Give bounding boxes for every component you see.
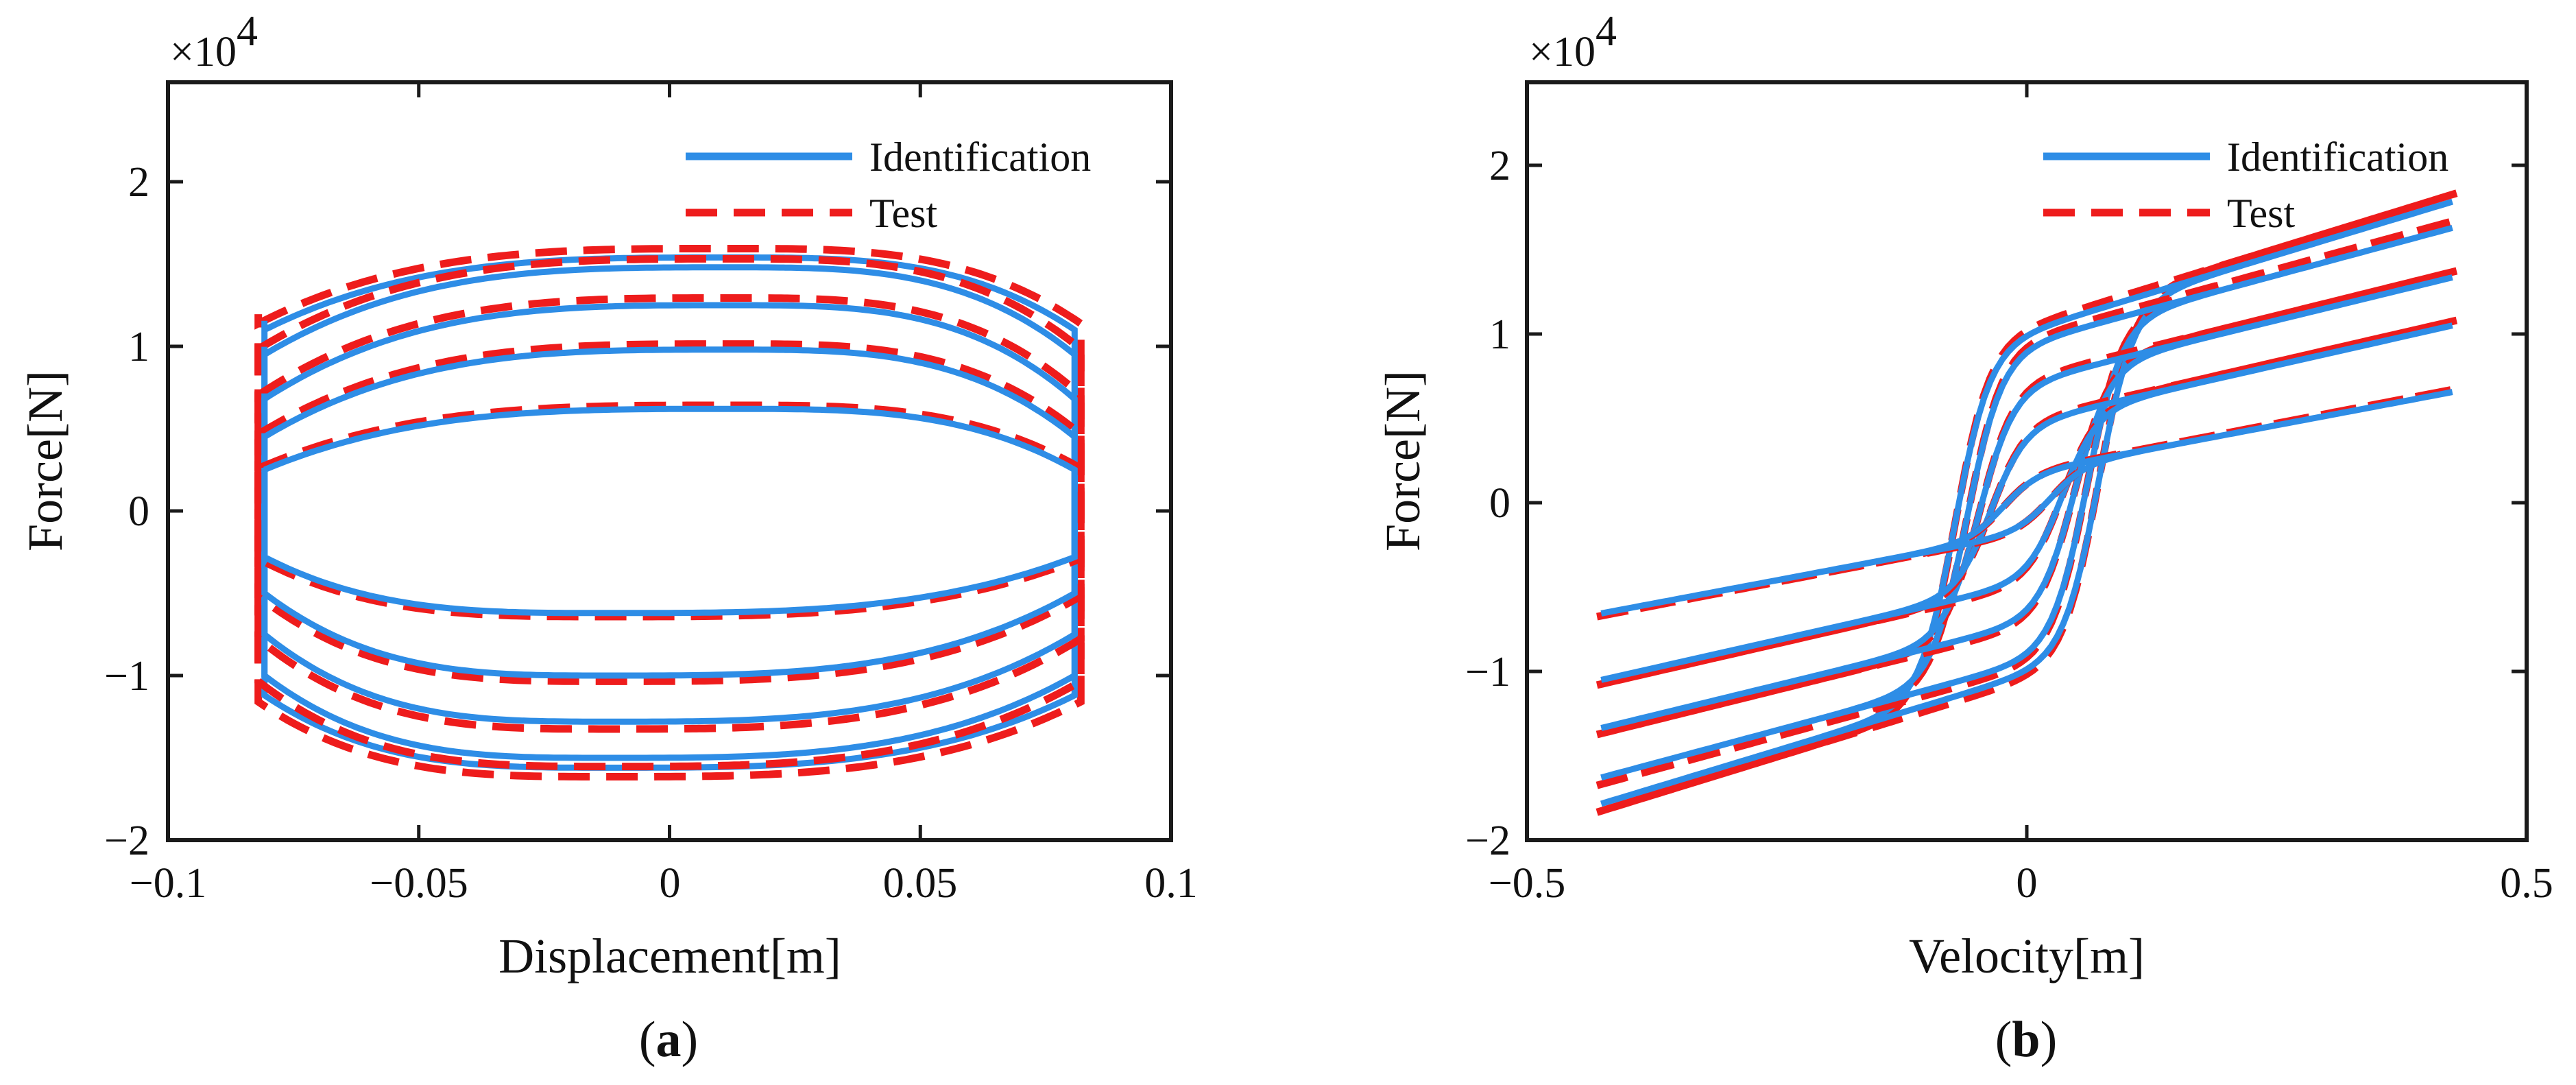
panel-b-identification-loop [1600, 322, 2453, 683]
panel-a-xlabel: Displacement[m] [498, 929, 841, 983]
panel-a-test-loop [254, 340, 1085, 685]
panel-a-ytick-label: 1 [128, 324, 149, 370]
panel-a-test-loop [254, 294, 1085, 733]
panel-a-test-loop [254, 245, 1085, 780]
panel-a-test-loop [254, 401, 1085, 621]
panel-b-label: (b) [1995, 1012, 2057, 1068]
panel-a-identification-loop [261, 302, 1078, 725]
panel-b-y-exponent: ×104 [1529, 8, 1617, 75]
panel-b-legend: Identification Test [2043, 134, 2448, 236]
panel-b-xtick-label: −0.5 [1489, 860, 1565, 907]
panel-b-test-loop [1596, 385, 2457, 621]
panel-b-xtick-label: 0.5 [2500, 860, 2553, 907]
panel-b-legend-test-label: Test [2227, 191, 2295, 236]
panel-a-displacement-chart: 2 1 0 −1 −2 −0.1 −0.05 0 0.05 0.1 ×104 D… [18, 8, 1198, 1068]
panel-b-identification-loop [1600, 274, 2453, 731]
panel-b-xtick-label: 0 [2017, 860, 2038, 907]
panel-a-curves [254, 245, 1085, 780]
panel-a-xtick-label: −0.05 [370, 860, 468, 907]
panel-b-velocity-chart: 2 1 0 −1 −2 −0.5 0 0.5 ×104 Velocity[m] … [1375, 8, 2553, 1068]
panel-a-xtick-label: 0 [660, 860, 681, 907]
panel-a-legend-test-label: Test [869, 191, 937, 236]
panel-b-test-loop [1596, 189, 2458, 816]
panel-b-ticks [1525, 82, 2529, 842]
panel-b-xlabel: Velocity[m] [1909, 929, 2145, 983]
panel-b-ytick-label: 2 [1489, 143, 1510, 189]
panel-b-ytick-label: 0 [1489, 480, 1510, 527]
panel-a-xtick-label: −0.1 [130, 860, 206, 907]
panel-a-ytick-label: −2 [104, 818, 149, 864]
panel-a-label: (a) [639, 1012, 698, 1068]
panel-b-identification-loop [1600, 389, 2453, 617]
panel-b-test-loop [1596, 316, 2458, 689]
panel-b-test-loop [1596, 267, 2458, 739]
panel-a-ytick-label: −1 [104, 653, 149, 700]
panel-b-axes-box [1525, 80, 2529, 842]
panel-a-ytick-label: 2 [128, 159, 149, 206]
panel-a-ticks [166, 82, 1173, 842]
panel-a-identification-loop [261, 405, 1078, 617]
panel-b-ytick-label: 1 [1489, 311, 1510, 358]
panel-b-identification-loop [1600, 224, 2453, 781]
panel-a-legend-identification-label: Identification [869, 134, 1091, 180]
panel-a-y-exponent: ×104 [170, 8, 258, 75]
panel-a-test-loop [254, 254, 1085, 771]
panel-a-ytick-label: 0 [128, 488, 149, 535]
panel-a-ylabel: Force[N] [18, 370, 73, 551]
panel-a-xtick-label: 0.1 [1144, 860, 1198, 907]
panel-b-ylabel: Force[N] [1375, 370, 1430, 551]
panel-b-legend-identification-label: Identification [2227, 134, 2448, 180]
panel-a-xtick-label: 0.05 [883, 860, 958, 907]
panel-b-curves [1596, 189, 2458, 816]
panel-a-legend: Identification Test [686, 134, 1091, 236]
panel-b-identification-loop [1600, 198, 2454, 807]
panel-b-ytick-label: −2 [1465, 818, 1510, 864]
panel-b-ytick-label: −1 [1465, 649, 1510, 695]
panel-a-identification-loop [261, 264, 1078, 761]
panel-a-identification-loop [261, 346, 1078, 679]
